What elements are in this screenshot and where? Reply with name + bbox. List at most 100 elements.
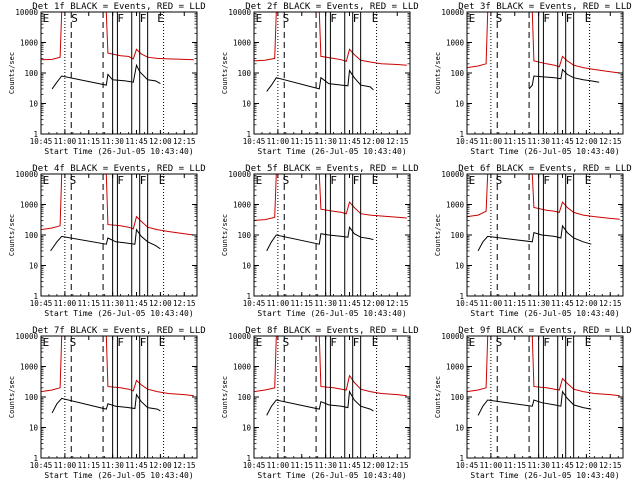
lld-series-line — [467, 174, 620, 220]
x-tick-label: 11:00 — [54, 299, 77, 308]
y-tick-label: 10 — [242, 424, 252, 433]
region-label: F — [566, 336, 573, 349]
region-label: E — [256, 12, 263, 25]
x-tick-label: 10:45 — [243, 461, 266, 470]
events-series-line — [266, 389, 374, 416]
lld-series-line — [254, 174, 407, 221]
x-tick-label: 11:00 — [267, 137, 290, 146]
detector-panel: Det 9f BLACK = Events, RED = LLD Counts/s… — [434, 326, 632, 480]
x-tick-label: 11:15 — [503, 299, 526, 308]
x-tick-label: 11:45 — [551, 461, 574, 470]
x-tick-label: 11:00 — [267, 461, 290, 470]
y-tick-label: 100 — [450, 393, 464, 402]
y-tick-label: 100 — [24, 393, 38, 402]
x-tick-label: 12:00 — [362, 299, 385, 308]
x-axis-label: Start Time (26-Jul-05 10:43:40) — [44, 471, 193, 480]
region-label: E — [256, 174, 263, 187]
region-label: F — [566, 12, 573, 25]
panel-title: Det 8f BLACK = Events, RED = LLD — [245, 326, 418, 336]
x-tick-label: 11:15 — [503, 461, 526, 470]
y-tick-label: 10000 — [441, 170, 464, 179]
x-tick-label: 11:30 — [101, 137, 124, 146]
y-tick-label: 1000 — [233, 39, 252, 48]
y-tick-label: 1000 — [233, 201, 252, 210]
region-label: S — [496, 174, 503, 187]
region-label: F — [353, 174, 360, 187]
region-label: F — [117, 174, 124, 187]
region-label: E — [256, 336, 263, 349]
y-axis-label: Counts/sec — [434, 52, 442, 94]
y-tick-label: 10 — [455, 262, 465, 271]
region-label: F — [353, 336, 360, 349]
events-series-line — [528, 68, 600, 90]
y-tick-label: 10 — [29, 100, 39, 109]
region-label: E — [469, 174, 476, 187]
y-tick-label: 1 — [246, 292, 251, 301]
region-label: E — [372, 174, 379, 187]
x-tick-label: 10:45 — [456, 461, 479, 470]
y-tick-label: 1 — [33, 130, 38, 139]
region-label: F — [330, 174, 337, 187]
y-tick-label: 1000 — [20, 201, 39, 210]
region-label: E — [157, 12, 164, 25]
region-label: F — [330, 12, 337, 25]
x-tick-label: 11:00 — [480, 137, 503, 146]
x-tick-label: 12:15 — [386, 461, 409, 470]
x-axis-label: Start Time (26-Jul-05 10:43:40) — [44, 147, 193, 156]
detector-panel: Det 3f BLACK = Events, RED = LLD Counts/s… — [434, 2, 632, 156]
x-tick-label: 11:00 — [267, 299, 290, 308]
x-tick-label: 12:15 — [599, 299, 622, 308]
y-tick-label: 10 — [29, 262, 39, 271]
x-tick-label: 11:30 — [314, 461, 337, 470]
y-tick-label: 1000 — [20, 363, 39, 372]
x-tick-label: 11:00 — [54, 461, 77, 470]
x-axis-label: Start Time (26-Jul-05 10:43:40) — [470, 471, 619, 480]
x-tick-label: 12:00 — [149, 461, 172, 470]
region-label: E — [585, 336, 592, 349]
x-tick-label: 11:30 — [314, 137, 337, 146]
panel-title: Det 1f BLACK = Events, RED = LLD — [32, 2, 205, 12]
y-tick-label: 10000 — [228, 8, 251, 17]
x-tick-label: 12:15 — [386, 299, 409, 308]
y-axis-label: Counts/sec — [8, 376, 16, 418]
x-tick-label: 11:30 — [314, 299, 337, 308]
x-tick-label: 12:00 — [575, 137, 598, 146]
y-tick-label: 1000 — [446, 39, 465, 48]
region-label: E — [585, 12, 592, 25]
region-label: S — [70, 174, 77, 187]
y-tick-label: 1 — [459, 292, 464, 301]
region-label: F — [117, 336, 124, 349]
y-tick-label: 100 — [24, 231, 38, 240]
x-tick-label: 10:45 — [243, 299, 266, 308]
events-series-line — [477, 390, 592, 416]
x-tick-label: 10:45 — [30, 461, 53, 470]
region-label: E — [585, 174, 592, 187]
x-axis-label: Start Time (26-Jul-05 10:43:40) — [257, 471, 406, 480]
x-tick-label: 11:00 — [480, 299, 503, 308]
x-tick-label: 10:45 — [30, 299, 53, 308]
region-label: S — [283, 12, 290, 25]
panel-title: Det 7f BLACK = Events, RED = LLD — [32, 326, 205, 336]
x-tick-label: 11:15 — [290, 461, 313, 470]
region-label: F — [117, 12, 124, 25]
y-tick-label: 100 — [237, 231, 251, 240]
y-tick-label: 1000 — [446, 363, 465, 372]
lld-series-line — [41, 336, 194, 397]
y-tick-label: 1 — [459, 454, 464, 463]
x-tick-label: 11:00 — [480, 461, 503, 470]
y-tick-label: 10000 — [15, 170, 38, 179]
region-label: S — [71, 12, 78, 25]
panel-title: Det 3f BLACK = Events, RED = LLD — [458, 2, 631, 12]
x-tick-label: 12:00 — [149, 137, 172, 146]
x-axis-label: Start Time (26-Jul-05 10:43:40) — [470, 147, 619, 156]
region-label: F — [566, 174, 573, 187]
region-label: F — [140, 12, 147, 25]
y-tick-label: 1 — [246, 454, 251, 463]
y-tick-label: 1000 — [233, 363, 252, 372]
x-tick-label: 10:45 — [30, 137, 53, 146]
x-tick-label: 11:45 — [125, 299, 148, 308]
x-tick-label: 11:30 — [527, 137, 550, 146]
y-tick-label: 10 — [242, 100, 252, 109]
region-label: E — [372, 12, 379, 25]
